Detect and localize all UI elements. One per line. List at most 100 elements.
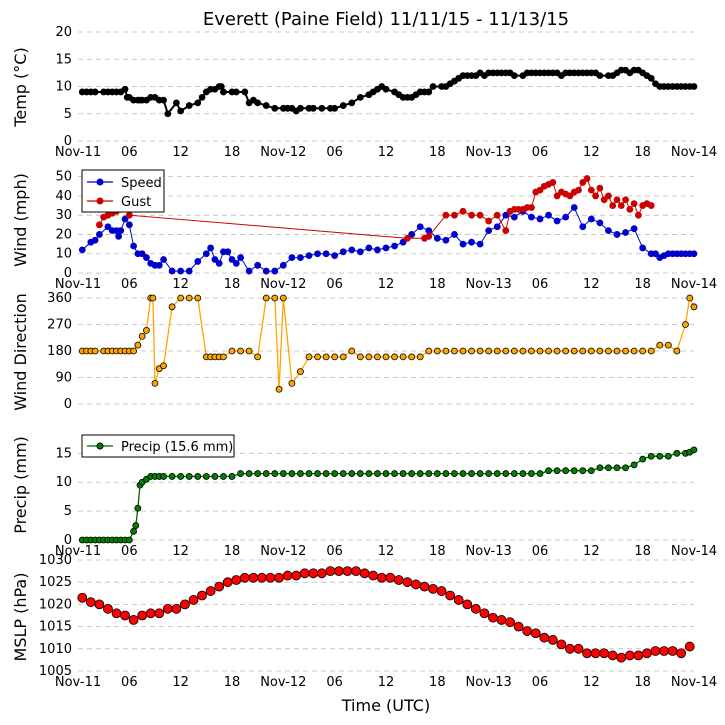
gust-point: [549, 179, 557, 186]
precip-point: [297, 470, 304, 477]
pressure-point: [85, 597, 96, 608]
speed-point: [245, 267, 253, 275]
direction-point: [630, 347, 638, 355]
speed-point: [433, 234, 441, 242]
pressure-x-tick-label: Nov-14: [671, 675, 717, 690]
precip-point: [254, 470, 262, 477]
speed-point: [639, 244, 647, 252]
temp-point: [194, 99, 202, 107]
pressure-x-tick-label: 18: [224, 675, 241, 690]
direction-point: [374, 353, 381, 361]
pressure-point: [470, 603, 481, 614]
pressure-point: [411, 579, 421, 590]
temp-x-tick-label: Nov-14: [671, 145, 717, 160]
direction-point: [91, 347, 99, 355]
direction-y-tick-label: 0: [64, 397, 72, 412]
pressure-point: [573, 643, 584, 654]
pressure-x-tick-label: 12: [378, 675, 395, 690]
speed-point: [130, 242, 138, 250]
precip-y-tick-label: 5: [64, 504, 72, 519]
precip-x-tick-label: 18: [224, 544, 241, 559]
gust-point: [600, 196, 608, 204]
precip-point: [132, 522, 140, 529]
precip-point: [391, 470, 398, 477]
precip-point: [664, 452, 672, 460]
precip-y-tick-label: 0: [64, 533, 72, 548]
precip-y-tick-label: 15: [55, 446, 72, 461]
temp-point: [647, 74, 655, 82]
pressure-point: [368, 570, 379, 581]
pressure-point: [667, 646, 678, 656]
wind-x-tick-label: Nov-14: [671, 277, 717, 292]
precip-point: [605, 464, 612, 472]
speed-point: [562, 213, 570, 221]
speed-point: [138, 250, 146, 258]
pressure-point: [137, 610, 148, 621]
speed-point: [408, 231, 416, 238]
gust-point: [596, 184, 604, 192]
gust-point: [587, 186, 595, 194]
precip-x-tick-label: 06: [532, 544, 549, 559]
temp-point: [241, 88, 249, 96]
pressure-point: [419, 581, 430, 592]
precip-point: [425, 470, 433, 477]
direction-series-line: [82, 295, 695, 390]
direction-point: [138, 332, 146, 340]
pressure-point: [222, 577, 233, 588]
precip-point: [348, 470, 356, 477]
pressure-point: [462, 599, 473, 610]
gust-point: [605, 192, 612, 200]
pressure-point: [171, 603, 182, 614]
direction-point: [245, 347, 253, 355]
pressure-point: [231, 575, 242, 585]
temp-point: [185, 102, 193, 109]
pressure-point: [659, 646, 669, 656]
speed-point: [78, 246, 86, 254]
temp-point: [232, 88, 240, 96]
pressure-point: [402, 577, 413, 588]
direction-point: [647, 347, 655, 355]
speed-series-line: [81, 206, 694, 272]
direction-point: [331, 353, 339, 361]
speed-point: [297, 254, 304, 261]
precip-x-tick-label: 12: [378, 544, 395, 559]
gust-point: [125, 211, 133, 219]
speed-point: [425, 227, 433, 235]
temp-point: [596, 72, 604, 79]
direction-point: [228, 347, 236, 355]
pressure-x-tick-label: 12: [583, 675, 600, 690]
direction-point: [271, 294, 279, 302]
pressure-point: [120, 610, 130, 621]
pressure-point: [111, 608, 122, 619]
direction-point: [185, 294, 193, 302]
speed-point: [570, 204, 578, 211]
pressure-x-tick-label: 06: [532, 675, 549, 690]
pressure-point: [539, 632, 550, 643]
speed-point: [545, 211, 552, 219]
pressure-point: [180, 599, 190, 610]
temp-point: [356, 94, 364, 101]
pressure-point: [393, 575, 404, 585]
gust-legend-label: Gust: [121, 195, 151, 210]
direction-point: [314, 353, 321, 361]
speed-point: [314, 250, 321, 258]
pressure-x-tick-label: 06: [121, 675, 138, 690]
speed-point: [391, 242, 398, 250]
gust-point: [459, 207, 467, 215]
direction-point: [656, 341, 664, 349]
temp-point: [172, 99, 180, 107]
speed-point: [451, 231, 458, 238]
direction-point: [682, 321, 689, 328]
temp-point: [382, 85, 390, 93]
direction-point: [143, 326, 150, 334]
speed-point: [228, 256, 236, 263]
temp-point: [339, 102, 347, 109]
pressure-point: [128, 615, 139, 625]
direction-point: [664, 341, 672, 349]
direction-point: [168, 303, 176, 311]
direction-point: [613, 347, 621, 355]
precip-legend-marker: [96, 442, 104, 450]
precip-point: [416, 470, 424, 477]
precip-x-tick-label: 18: [634, 544, 651, 559]
wind-x-tick-label: 18: [429, 277, 446, 292]
